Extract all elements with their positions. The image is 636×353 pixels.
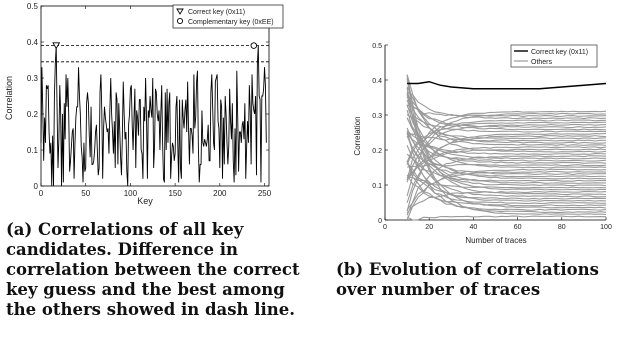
caption-a: (a) Correlations of all key candidates. …: [6, 220, 300, 319]
chart-a-x-tick-label: 150: [168, 189, 182, 198]
chart-b-others-line: [406, 123, 607, 183]
chart-a-legend-box: [172, 4, 284, 29]
chart-b-ylabel: Correlation: [353, 116, 362, 155]
chart-b-others-line: [406, 86, 607, 144]
chart-b-others-line: [406, 110, 607, 181]
chart-b-x-tick-label: 40: [470, 224, 478, 231]
chart-b-others-line: [406, 119, 607, 163]
triangle-down-icon: [176, 8, 184, 15]
chart-b-others-line: [406, 96, 607, 129]
chart-a-ylabel: Correlation: [4, 76, 14, 120]
chart-b-y-tick-label: 0.4: [372, 78, 382, 85]
chart-b-others-line: [406, 91, 607, 120]
chart-b-y-tick-label: 0: [378, 218, 382, 225]
chart-b-others-line: [406, 114, 607, 140]
chart-b-correct-key-line: [407, 81, 607, 90]
chart-b-y-tick-label: 0.5: [372, 43, 382, 50]
chart-b-others-line: [406, 104, 607, 180]
chart-a-legend-complementary-label: Complementary key (0xEE): [188, 19, 274, 26]
chart-b-y-tick-label: 0.3: [372, 113, 382, 120]
chart-b-others-line: [406, 132, 607, 212]
chart-b-x-tick-label: 20: [425, 224, 433, 231]
chart-b-others-line: [406, 174, 607, 207]
chart-b-others-line: [406, 135, 607, 178]
chart-a-legend: Correct key (0x11) Complementary key (0x…: [172, 4, 284, 29]
chart-b-legend: Correct key (0x11) Others: [510, 44, 598, 68]
chart-b-others-line: [406, 104, 607, 117]
chart-b-others-line: [406, 92, 607, 146]
chart-b-others-line: [406, 131, 606, 176]
chart-b-others-line: [406, 105, 607, 133]
chart-b-others-line: [406, 130, 607, 155]
chart-b-x-tick-label: 100: [600, 224, 612, 231]
chart-a-series-line: [40, 45, 267, 187]
chart-b-y-tick-label: 0.1: [372, 183, 382, 190]
chart-a-y-tick-label: 0.4: [27, 38, 39, 47]
chart-a-x-tick-label: 250: [258, 189, 272, 198]
chart-b-others-line: [406, 162, 607, 200]
chart-a-xlabel: Key: [137, 196, 153, 206]
chart-a-y-tick-label: 0.1: [27, 146, 39, 155]
caption-b: (b) Evolution of correlations over numbe…: [336, 260, 599, 299]
circle-icon: [176, 17, 184, 25]
chart-b-x-tick-label: 60: [514, 224, 522, 231]
chart-b-others-line: [407, 163, 607, 168]
chart-b-others-line: [406, 191, 607, 214]
chart-b-legend-box: [510, 44, 598, 68]
chart-a-marker-correct-key: [52, 42, 61, 50]
chart-a-x-tick-label: 0: [39, 189, 44, 198]
chart-b-x-tick-label: 80: [558, 224, 566, 231]
chart-b-legend-correct-label: Correct key (0x11): [531, 49, 588, 56]
chart-a-frame: [40, 5, 270, 187]
chart-b-legend-others-label: Others: [531, 59, 553, 66]
chart-b-frame: [384, 45, 606, 221]
chart-a-y-ticks: 0 0.1 0.2 0.3 0.4 0.5: [27, 2, 269, 191]
chart-b-others-line: [406, 145, 607, 202]
chart-b-others-line: [406, 117, 607, 160]
chart-a-y-tick-label: 0: [34, 182, 39, 191]
chart-b-xlabel: Number of traces: [465, 236, 526, 245]
chart-b-x-ticks: 0 20 40 60 80 100: [383, 217, 612, 231]
chart-b-others-line: [407, 176, 607, 189]
chart-a-reference-lines: [41, 45, 269, 63]
chart-a-y-tick-label: 0.5: [27, 2, 39, 11]
chart-a-y-tick-label: 0.3: [27, 74, 39, 83]
chart-b-others-line: [406, 74, 607, 153]
chart-b-others-line: [406, 78, 607, 216]
chart-a-y-tick-label: 0.2: [27, 110, 39, 119]
chart-b-others-line: [406, 155, 607, 216]
chart-a-plot-area: [40, 5, 270, 187]
chart-b: 0 0.1 0.2 0.3 0.4 0.5 0 20 40 60 80 100 Number of …: [353, 43, 612, 245]
chart-a: 0 0.1 0.2 0.3 0.4 0.5 0 50 100 150 200 250 Key Cor…: [4, 2, 284, 206]
chart-b-others-line: [406, 160, 607, 205]
chart-b-others-series: [406, 74, 607, 221]
chart-b-others-line: [406, 168, 607, 221]
chart-a-markers: [52, 42, 258, 50]
chart-b-others-line: [406, 146, 607, 179]
chart-b-others-line: [407, 133, 607, 142]
chart-b-others-line: [406, 148, 607, 180]
chart-a-x-tick-label: 200: [213, 189, 227, 198]
chart-a-marker-complementary-key: [250, 42, 258, 49]
chart-b-others-line: [406, 112, 607, 197]
chart-b-y-ticks: 0 0.1 0.2 0.3 0.4 0.5: [372, 43, 388, 225]
chart-a-series: [40, 45, 267, 187]
chart-b-correct-series: [407, 81, 607, 90]
chart-a-x-tick-label: 50: [81, 189, 90, 198]
chart-a-legend-correct-label: Correct key (0x11): [188, 9, 245, 16]
chart-b-others-line: [406, 94, 607, 191]
chart-a-x-tick-label: 100: [124, 189, 138, 198]
chart-b-y-tick-label: 0.2: [372, 148, 382, 155]
chart-b-others-line: [406, 215, 607, 221]
chart-b-others-line: [406, 153, 607, 182]
chart-b-x-tick-label: 0: [383, 224, 387, 231]
